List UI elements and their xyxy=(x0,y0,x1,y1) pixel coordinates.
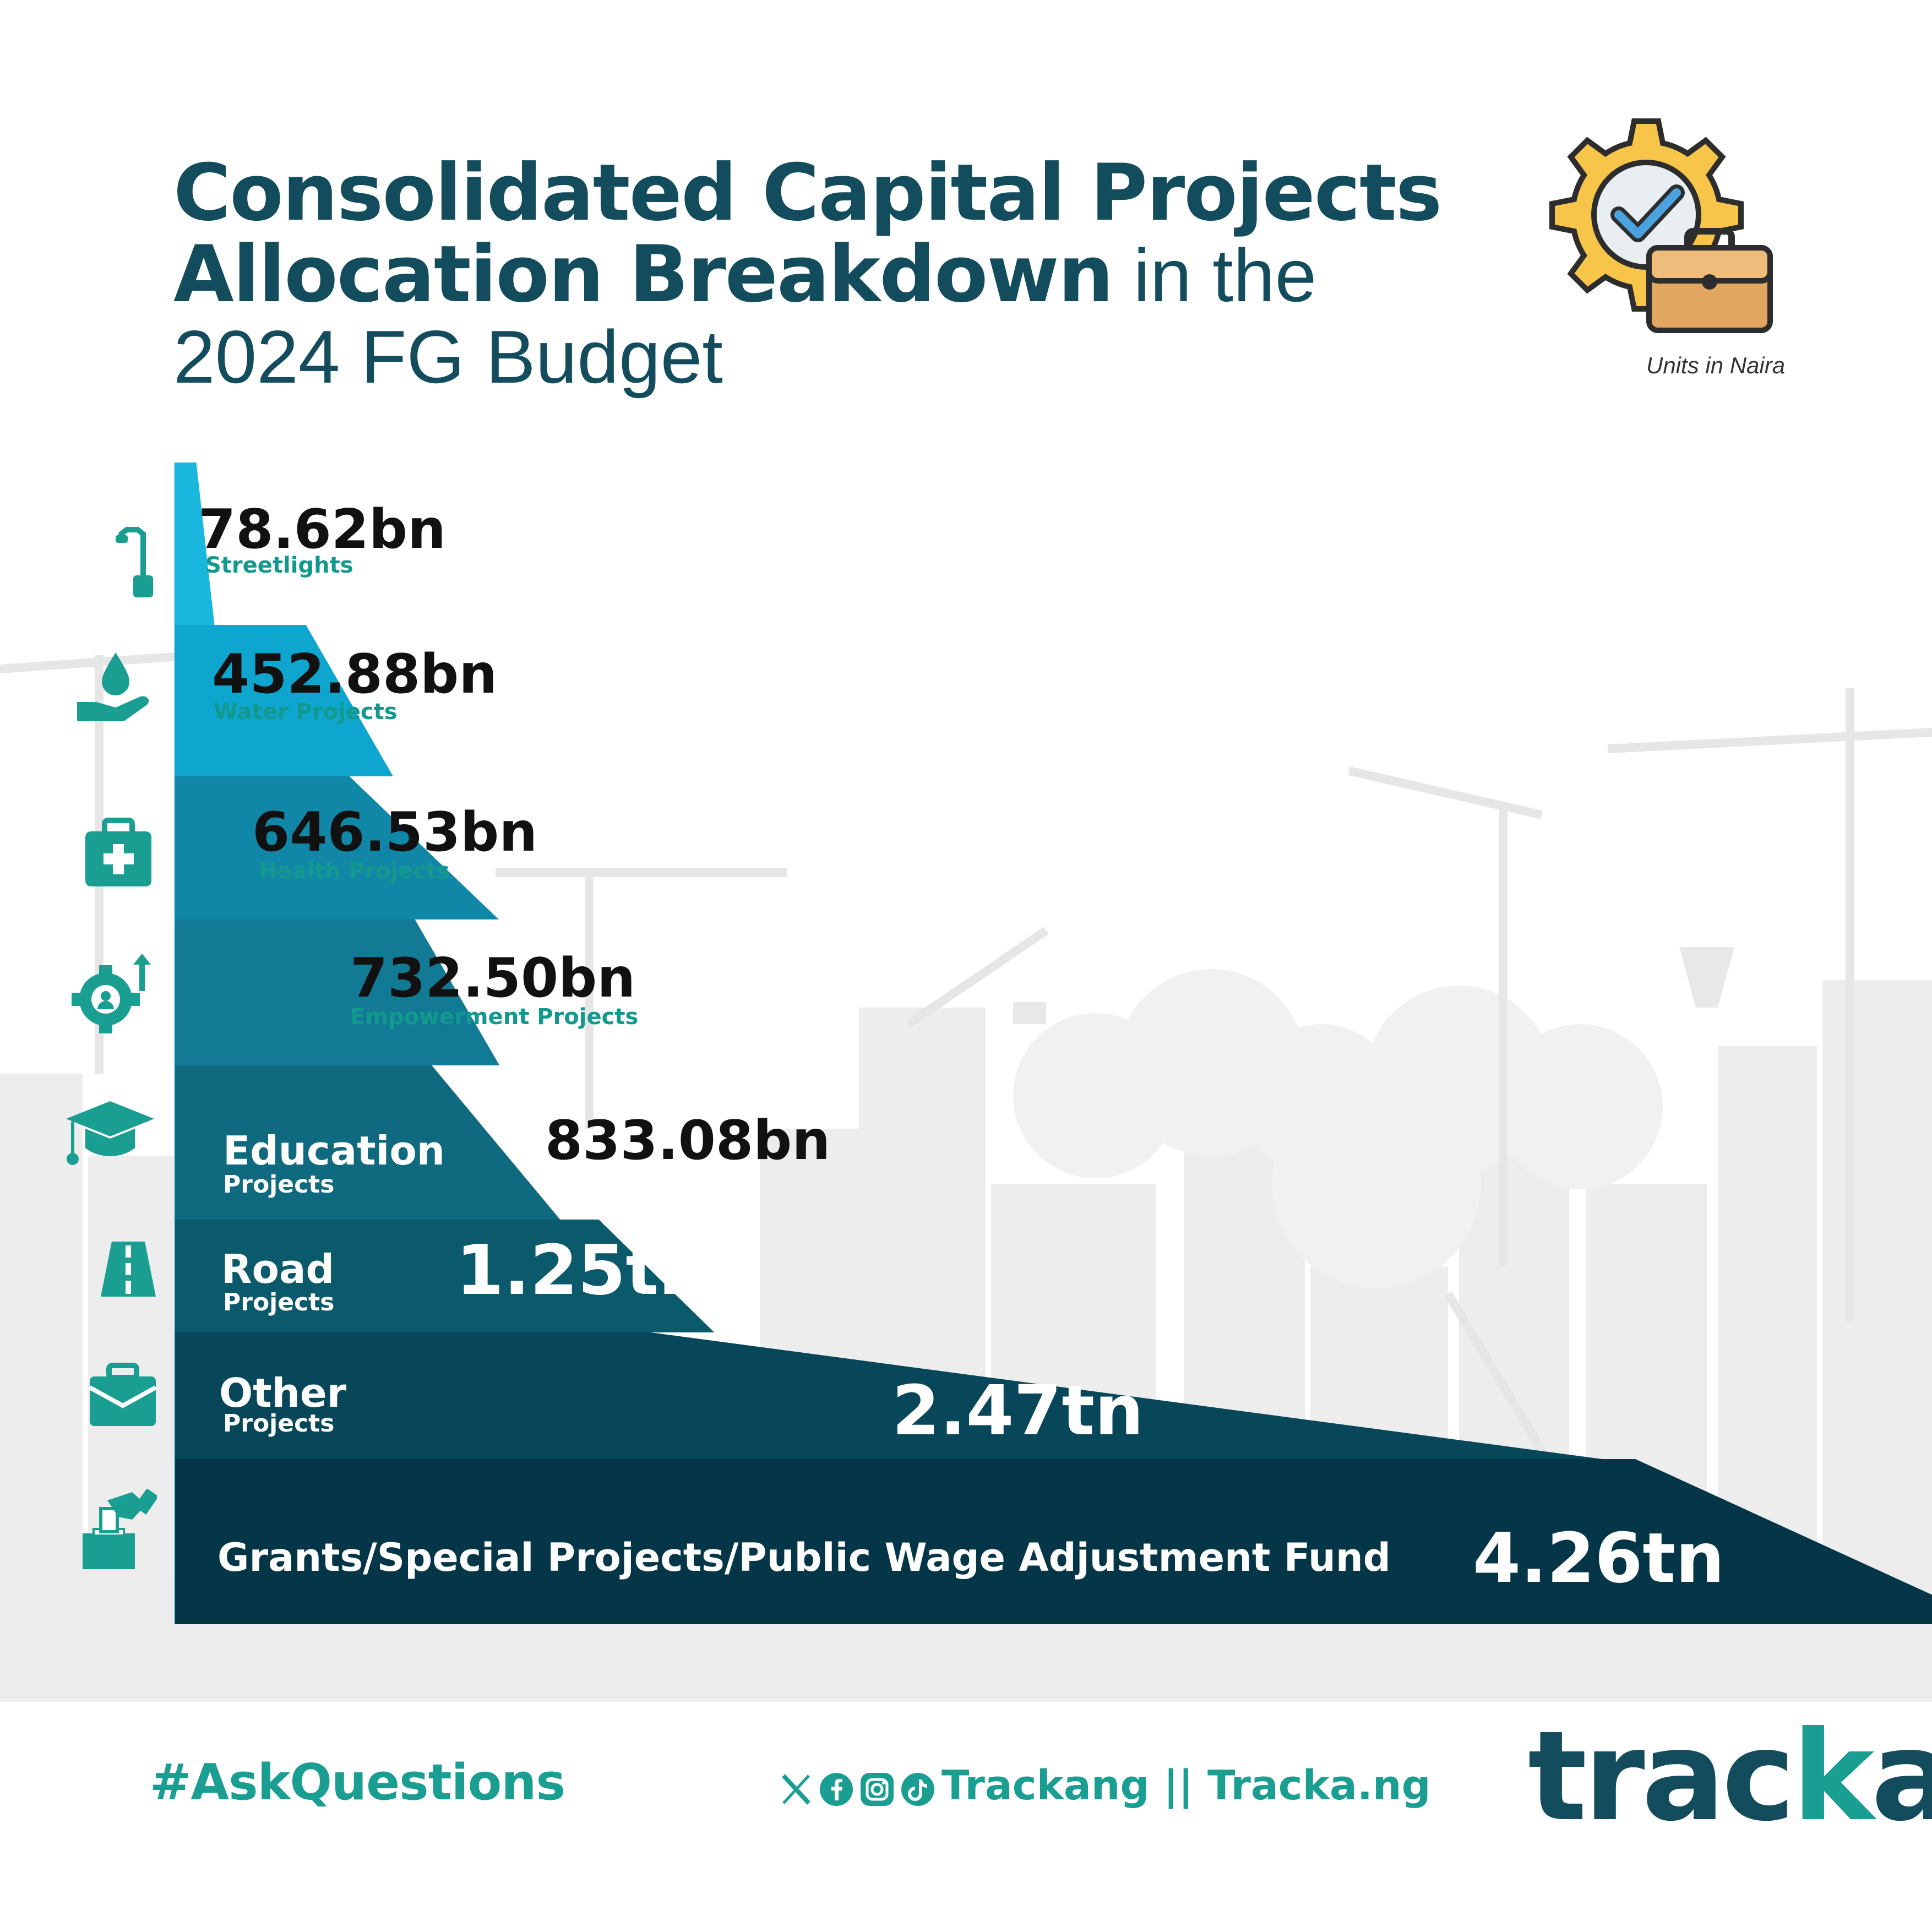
title-block: Consolidated Capital Projects Allocation… xyxy=(173,148,1442,399)
category-label-3: Health Projects xyxy=(259,858,450,884)
value-label-3: 646.53bn xyxy=(252,801,537,864)
title-line-2-bold: Allocation Breakdown xyxy=(173,229,1114,320)
bar-2 xyxy=(175,625,394,776)
value-label-1: 78.62bn xyxy=(198,498,446,561)
social-handle[interactable]: Trackang || Tracka.ng xyxy=(941,1762,1431,1809)
bar-3 xyxy=(175,776,499,919)
category-sublabel-6: Projects xyxy=(223,1288,334,1316)
facebook-icon[interactable] xyxy=(819,1772,854,1807)
bar-7 xyxy=(175,1332,1602,1459)
value-label-7: 2.47tn xyxy=(892,1371,1144,1451)
value-label-6: 1.25tn xyxy=(456,1231,708,1310)
social-icons xyxy=(779,1770,939,1809)
bar-4 xyxy=(175,919,500,1065)
streetlight-icon xyxy=(116,527,153,597)
x-icon[interactable] xyxy=(779,1772,813,1806)
category-sublabel-5: Projects xyxy=(223,1171,334,1199)
bar-8 xyxy=(175,1459,1932,1624)
category-sublabel-7: Projects xyxy=(223,1409,334,1438)
category-label-7: Other xyxy=(219,1370,347,1416)
value-label-4: 732.50bn xyxy=(350,947,635,1010)
value-label-5: 833.08bn xyxy=(545,1109,830,1172)
title-line-1: Consolidated Capital Projects xyxy=(173,148,1442,238)
title-line-2: Allocation Breakdown in the xyxy=(173,236,1440,314)
category-label-1: Streetlights xyxy=(205,553,353,578)
tiktok-icon[interactable] xyxy=(900,1772,935,1807)
instagram-icon[interactable] xyxy=(859,1772,895,1807)
category-label-6: Road xyxy=(221,1246,334,1292)
hashtag: #AskQuestions xyxy=(150,1754,565,1811)
logo-end: a xyxy=(1871,1705,1932,1849)
water-hand-icon xyxy=(77,652,149,721)
logo-accent: k xyxy=(1792,1705,1875,1849)
category-label-8: Grants/Special Projects/Public Wage Adju… xyxy=(217,1535,1391,1580)
road-icon xyxy=(101,1242,156,1297)
units-note: Units in Naira xyxy=(1646,352,1786,378)
logo-main: trac xyxy=(1528,1705,1795,1849)
bar-5 xyxy=(175,1065,560,1220)
ballot-box-hand-icon xyxy=(83,1489,157,1569)
value-label-2: 452.88bn xyxy=(212,643,497,706)
bar-1 xyxy=(175,462,215,625)
briefcase-icon xyxy=(89,1363,157,1426)
title-line-2-light: in the xyxy=(1112,233,1317,317)
category-label-5: Education xyxy=(223,1128,445,1174)
category-label-2: Water Projects xyxy=(214,699,398,725)
gear-check-briefcase-icon xyxy=(1549,118,1773,333)
empowerment-gear-icon xyxy=(72,954,151,1033)
graduation-cap-icon xyxy=(66,1101,154,1165)
tracka-logo: tracka xyxy=(1528,1715,1932,1839)
title-line-3: 2024 FG Budget xyxy=(173,315,723,399)
first-aid-kit-icon xyxy=(85,818,151,886)
category-label-4: Empowerment Projects xyxy=(350,1004,638,1030)
footer-divider xyxy=(0,1699,1932,1702)
bar-6 xyxy=(175,1220,715,1332)
value-label-8: 4.26tn xyxy=(1473,1519,1724,1598)
